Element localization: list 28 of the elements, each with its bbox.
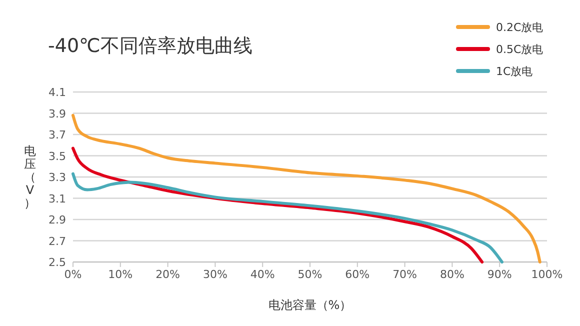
x-tick-label: 60% (345, 268, 370, 281)
x-tick-label: 80% (440, 268, 464, 281)
y-tick-label: 2.7 (48, 234, 66, 248)
x-tick-label: 30% (202, 268, 228, 281)
legend-label: 0.2C放电 (496, 21, 544, 34)
x-tick-label: 40% (250, 268, 275, 281)
y-tick-label: 3.3 (48, 171, 66, 184)
y-tick-label: 3.7 (48, 128, 66, 142)
x-tick-label: 0% (64, 268, 82, 281)
legend-label: 1C放电 (496, 65, 533, 78)
x-axis-title: 电池容量（%） (268, 298, 352, 312)
line-series (72, 114, 542, 264)
x-tick-label: 90% (487, 268, 512, 281)
y-tick-label: 3.9 (48, 107, 66, 120)
x-tick-label: 10% (108, 268, 133, 281)
y-tick-label: 2.9 (48, 214, 66, 226)
x-tick-label: 20% (156, 268, 180, 281)
legend-label: 0.5C放电 (496, 43, 544, 56)
y-tick-label: 4.1 (48, 86, 66, 99)
x-tick-label: 50% (298, 268, 322, 281)
y-tick-label: 3.5 (48, 150, 66, 163)
chart-title: -40℃不同倍率放电曲线 (48, 35, 252, 57)
y-tick-label: 3.1 (48, 192, 66, 206)
x-tick-label: 100% (531, 268, 563, 281)
y-tick-label: 2.5 (48, 256, 66, 269)
x-tick-label: 70% (392, 268, 418, 281)
line-series (72, 172, 504, 264)
y-axis-title: 电压（V） (24, 144, 36, 210)
